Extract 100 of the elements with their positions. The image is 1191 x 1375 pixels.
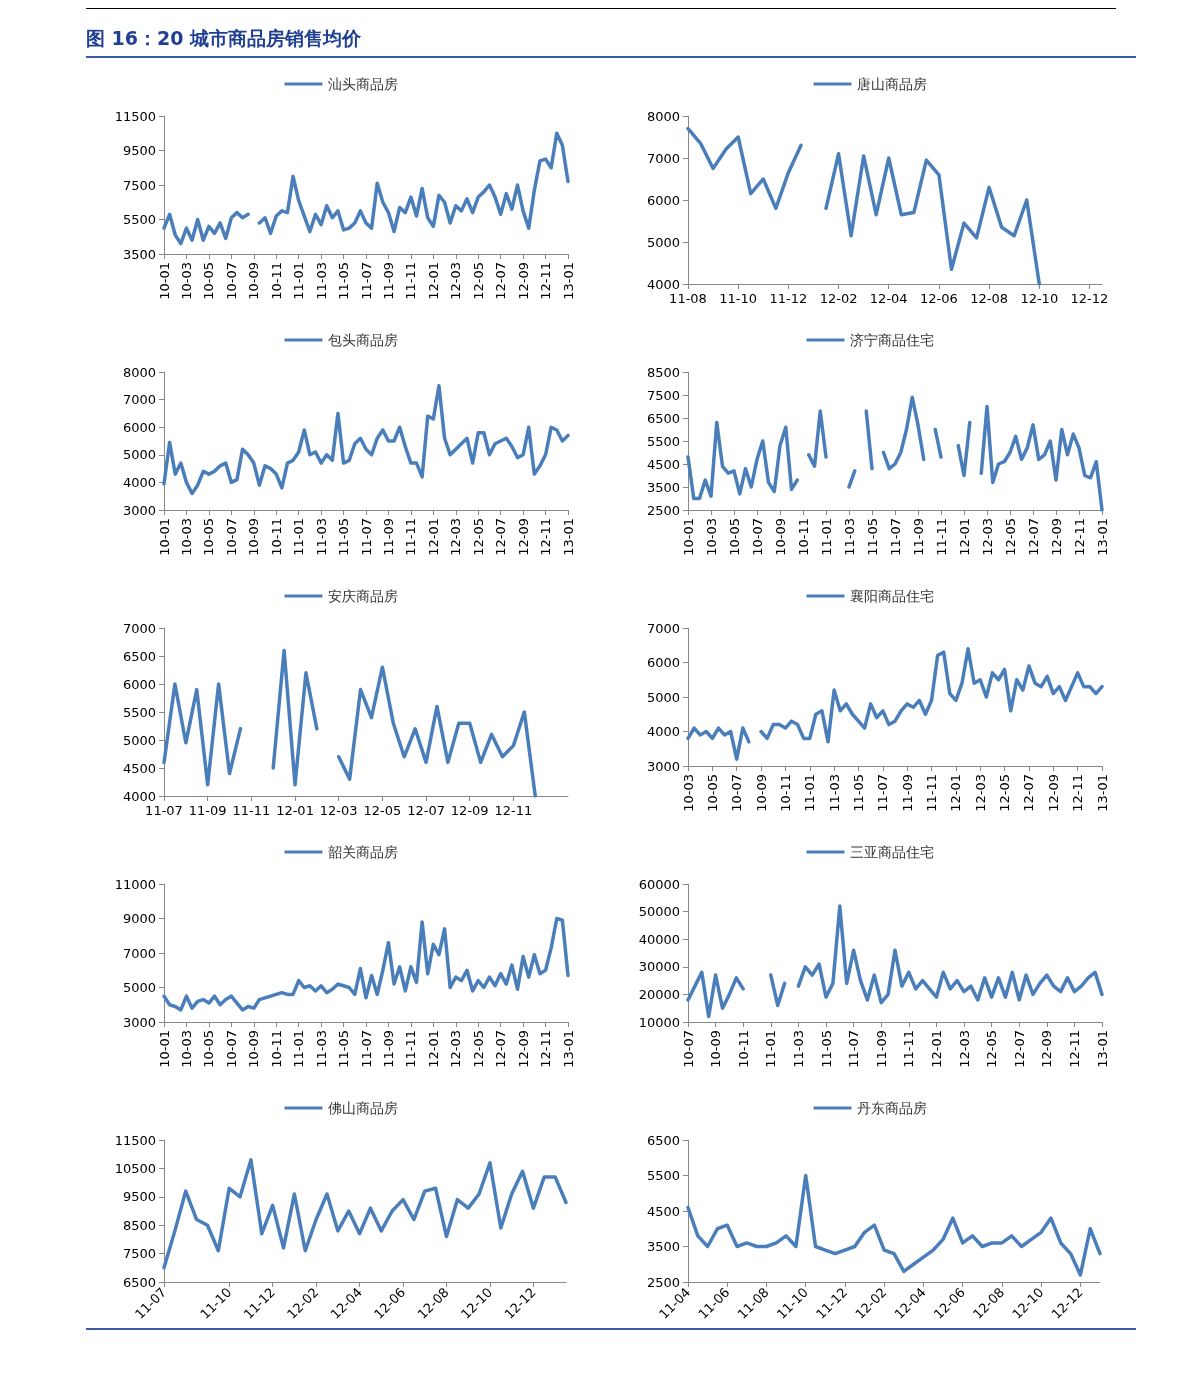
x-tick-label: 10-05 [201, 262, 217, 300]
y-tick-label: 8000 [122, 364, 156, 380]
x-tick-label: 10-01 [156, 262, 172, 300]
x-tick-label: 11-01 [291, 518, 307, 556]
y-tick-label: 5000 [122, 980, 156, 995]
x-tick-label: 12-01 [425, 518, 441, 556]
y-tick-label: 8000 [646, 108, 680, 124]
line-series [162, 916, 570, 1012]
x-tick-label: 11-07 [358, 1030, 374, 1068]
x-tick-label: 10-07 [223, 1030, 239, 1068]
y-tick-label: 5500 [122, 212, 156, 227]
x-tick-label: 12-09 [1039, 1030, 1055, 1068]
y-tick-label: 6000 [646, 192, 680, 208]
x-tick-label: 13-01 [560, 1030, 576, 1068]
x-tick-label: 11-09 [873, 1030, 889, 1068]
x-tick-label: 10-01 [156, 1030, 172, 1068]
y-tick-label: 4000 [646, 724, 680, 739]
x-tick-label: 12-04 [869, 291, 908, 306]
x-tick-label: 11-05 [336, 518, 352, 556]
x-tick-label: 12-05 [470, 1030, 486, 1068]
x-tick-label: 10-05 [704, 774, 720, 812]
x-tick-label: 12-07 [1011, 1030, 1027, 1068]
x-tick-label: 11-11 [933, 518, 949, 556]
line-series [162, 384, 570, 496]
x-tick-label: 11-01 [291, 1030, 307, 1068]
x-tick-label: 10-03 [680, 774, 696, 812]
x-tick-label: 11-12 [769, 291, 808, 306]
y-tick-label: 4500 [122, 760, 156, 776]
x-tick-label: 10-11 [268, 1030, 284, 1068]
x-tick-label: 10-05 [201, 1030, 217, 1068]
x-tick-label: 11-05 [818, 1030, 834, 1068]
y-tick-label: 4500 [646, 456, 680, 472]
x-tick-label: 10-03 [178, 1030, 194, 1068]
y-tick-label: 9500 [122, 1189, 156, 1205]
y-tick-label: 4000 [122, 474, 156, 490]
x-tick-label: 11-01 [763, 1030, 779, 1068]
line-series [162, 1158, 568, 1270]
x-tick-label: 13-01 [560, 262, 576, 300]
x-tick-label: 12-05 [363, 803, 402, 818]
y-tick-label: 7500 [646, 387, 680, 403]
x-tick-label: 12-01 [948, 774, 964, 812]
x-tick-label: 11-11 [403, 518, 419, 556]
x-tick-label: 12-01 [425, 262, 441, 300]
x-tick-label: 10-07 [223, 262, 239, 300]
legend-label: 唐山商品房 [856, 76, 927, 92]
x-tick-label: 13-01 [1094, 774, 1110, 812]
x-tick-label: 11-10 [719, 291, 758, 306]
x-tick-label: 11-05 [864, 518, 880, 556]
legend-label: 安庆商品房 [327, 588, 398, 604]
y-tick-label: 6500 [646, 410, 680, 426]
y-tick-label: 7500 [122, 177, 156, 193]
x-tick-label: 11-08 [669, 291, 707, 306]
y-tick-label: 9000 [122, 911, 156, 926]
x-tick-label: 11-05 [336, 1030, 352, 1068]
y-tick-label: 7000 [646, 150, 680, 166]
x-tick-label: 12-01 [928, 1030, 944, 1068]
x-tick-label: 11-01 [291, 262, 307, 300]
y-tick-label: 3500 [646, 1239, 680, 1254]
x-tick-label: 11-07 [846, 1030, 862, 1068]
y-tick-label: 11500 [114, 108, 156, 124]
y-tick-label: 5000 [122, 732, 156, 748]
x-tick-label: 11-09 [899, 774, 915, 812]
x-tick-label: 11-03 [313, 518, 329, 556]
x-tick-label: 11-09 [910, 518, 926, 556]
x-tick-label: 11-11 [924, 774, 940, 812]
x-tick-label: 10-01 [680, 518, 696, 556]
x-tick-label: 12-03 [979, 518, 995, 556]
x-tick-label: 11-01 [802, 774, 818, 812]
x-tick-label: 11-05 [336, 262, 352, 300]
x-tick-label: 10-03 [178, 262, 194, 300]
x-tick-label: 11-03 [313, 1030, 329, 1068]
y-tick-label: 4000 [122, 788, 156, 804]
x-tick-label: 12-05 [470, 518, 486, 556]
x-tick-label: 12-10 [1020, 291, 1059, 306]
y-tick-label: 4500 [646, 1203, 680, 1219]
x-tick-label: 10-05 [201, 518, 217, 556]
y-tick-label: 5000 [646, 689, 680, 705]
x-tick-label: 12-09 [515, 1030, 531, 1068]
x-tick-label: 10-09 [246, 518, 262, 556]
x-tick-label: 10-11 [268, 262, 284, 300]
x-tick-label: 10-03 [703, 518, 719, 556]
x-tick-label: 10-07 [223, 518, 239, 556]
y-tick-label: 7000 [122, 392, 156, 408]
x-tick-label: 12-09 [515, 262, 531, 300]
x-tick-label: 11-07 [358, 518, 374, 556]
legend-label: 汕头商品房 [327, 76, 398, 92]
legend-label: 襄阳商品住宅 [849, 588, 934, 604]
y-tick-label: 6500 [122, 1274, 156, 1290]
y-tick-label: 3000 [122, 502, 156, 518]
x-tick-label: 12-09 [1045, 774, 1061, 812]
x-tick-label: 13-01 [560, 518, 576, 556]
y-tick-label: 7000 [122, 620, 156, 636]
y-tick-label: 11000 [114, 876, 156, 892]
x-tick-label: 12-11 [538, 1030, 554, 1068]
x-tick-label: 12-11 [494, 803, 533, 818]
y-tick-label: 6000 [122, 676, 156, 692]
x-tick-label: 11-03 [313, 262, 329, 300]
x-tick-label: 12-03 [448, 1030, 464, 1068]
x-tick-label: 12-09 [515, 518, 531, 556]
x-tick-label: 11-09 [188, 803, 227, 818]
